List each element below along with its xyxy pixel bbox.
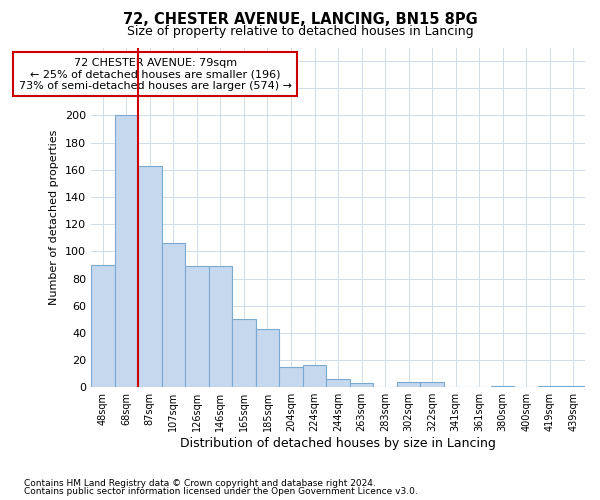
Bar: [256, 329, 279, 387]
Bar: [350, 383, 373, 387]
Bar: [562, 386, 585, 387]
Text: Size of property relative to detached houses in Lancing: Size of property relative to detached ho…: [127, 25, 473, 38]
Text: 72, CHESTER AVENUE, LANCING, BN15 8PG: 72, CHESTER AVENUE, LANCING, BN15 8PG: [122, 12, 478, 28]
Bar: [397, 382, 421, 387]
Bar: [326, 379, 350, 387]
Text: 72 CHESTER AVENUE: 79sqm
← 25% of detached houses are smaller (196)
73% of semi-: 72 CHESTER AVENUE: 79sqm ← 25% of detach…: [19, 58, 292, 91]
Text: Contains public sector information licensed under the Open Government Licence v3: Contains public sector information licen…: [24, 487, 418, 496]
Bar: [209, 266, 232, 387]
X-axis label: Distribution of detached houses by size in Lancing: Distribution of detached houses by size …: [180, 437, 496, 450]
Bar: [161, 243, 185, 387]
Bar: [538, 386, 562, 387]
Bar: [185, 266, 209, 387]
Text: Contains HM Land Registry data © Crown copyright and database right 2024.: Contains HM Land Registry data © Crown c…: [24, 478, 376, 488]
Y-axis label: Number of detached properties: Number of detached properties: [49, 130, 59, 305]
Bar: [303, 366, 326, 387]
Bar: [279, 367, 303, 387]
Bar: [91, 265, 115, 387]
Bar: [138, 166, 161, 387]
Bar: [115, 116, 138, 387]
Bar: [421, 382, 444, 387]
Bar: [491, 386, 514, 387]
Bar: [232, 320, 256, 387]
